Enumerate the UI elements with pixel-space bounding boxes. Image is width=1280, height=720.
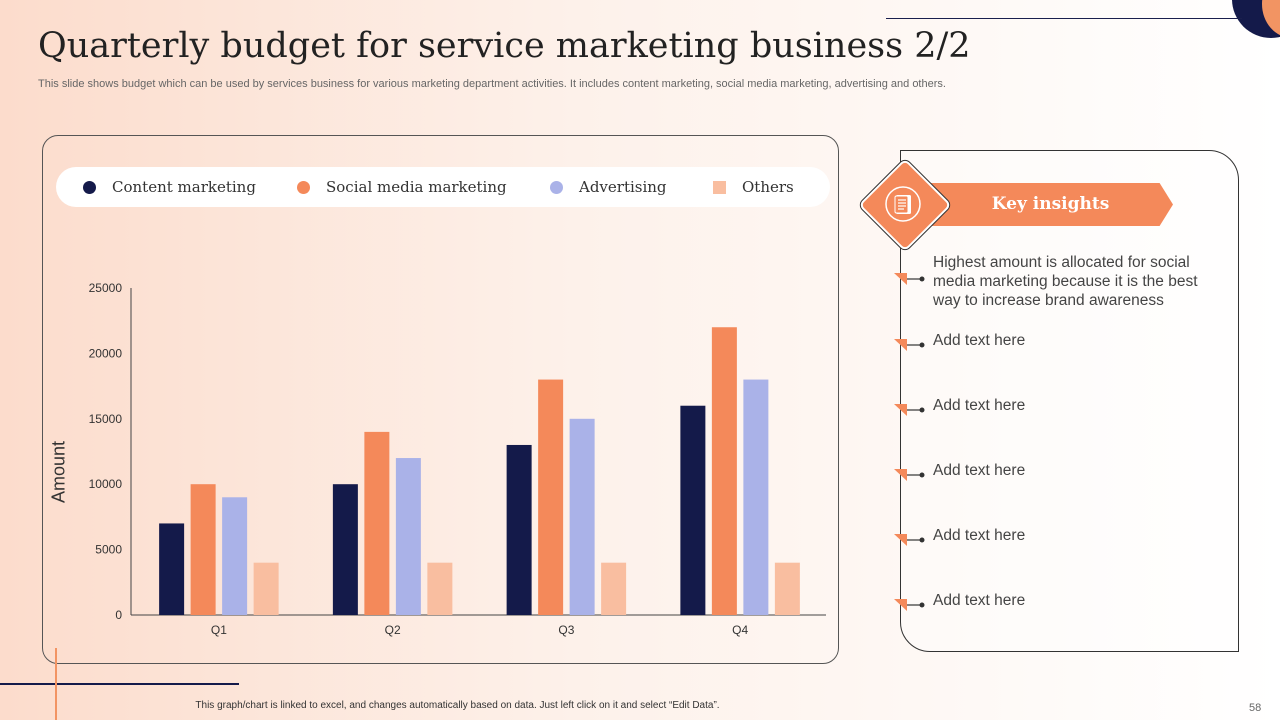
bar [395,458,421,615]
bar [711,327,737,615]
legend-item-content-marketing: Content marketing [83,167,256,207]
insights-panel [900,150,1239,652]
x-tick-label: Q1 [211,623,227,637]
insight-text: Add text here [933,527,1026,544]
legend-label: Advertising [579,178,667,196]
legend-label: Others [742,178,794,196]
y-tick-label: 25000 [89,281,123,295]
y-tick-label: 10000 [89,477,123,491]
insight-text: Add text here [933,462,1026,479]
bar [506,444,532,615]
chart-legend: Content marketing Social media marketing… [56,167,830,207]
bar [601,562,627,615]
y-tick-label: 5000 [95,543,122,557]
chart-panel [42,135,839,664]
document-list-icon [885,186,921,222]
insights-heading: Key insights [991,194,1110,214]
y-tick-label: 15000 [89,412,123,426]
bar [364,431,390,615]
bar [743,379,769,615]
insight-text: Highest amount is allocated for social m… [933,254,1198,309]
top-rule [886,18,1242,19]
insight-text: Add text here [933,332,1026,349]
bullet-marker-icon [894,599,925,611]
insight-text: Add text here [933,592,1026,609]
y-tick-label: 0 [115,608,122,622]
legend-swatch-advertising [550,180,563,194]
bullet-marker-icon [894,273,925,285]
slide-subtitle: This slide shows budget which can be use… [38,78,946,90]
insight-text: Add text here [933,397,1026,414]
bottom-rule-orange [55,648,57,720]
bar [253,562,279,615]
footer-note: This graph/chart is linked to excel, and… [195,700,720,711]
bar [538,379,564,615]
legend-label: Social media marketing [326,178,507,196]
bar [427,562,453,615]
bullet-marker-icon [894,469,925,481]
legend-item-others: Others [713,167,794,207]
bar [190,484,216,615]
x-tick-label: Q4 [732,623,748,637]
bar [222,497,248,615]
bullet-marker-icon [894,404,925,416]
x-tick-label: Q2 [385,623,401,637]
page-number: 58 [1249,702,1262,714]
legend-swatch-others [713,180,726,194]
bar [569,418,595,615]
legend-swatch-content-marketing [83,180,96,194]
bar [332,484,358,615]
y-axis-label: Amount [48,440,69,504]
bar [159,523,185,615]
y-tick-label: 20000 [89,346,123,360]
footer-note-wrap: This graph/chart is linked to excel, and… [0,700,1280,711]
bar [774,562,800,615]
bottom-rule-navy [0,683,239,685]
legend-swatch-social-media-marketing [297,180,310,194]
slide-title: Quarterly budget for service marketing b… [38,26,971,66]
bar [680,405,706,615]
bullet-marker-icon [894,339,925,351]
legend-item-social-media-marketing: Social media marketing [297,167,507,207]
x-tick-label: Q3 [558,623,574,637]
legend-label: Content marketing [112,178,256,196]
bullet-marker-icon [894,534,925,546]
legend-item-advertising: Advertising [550,167,667,207]
